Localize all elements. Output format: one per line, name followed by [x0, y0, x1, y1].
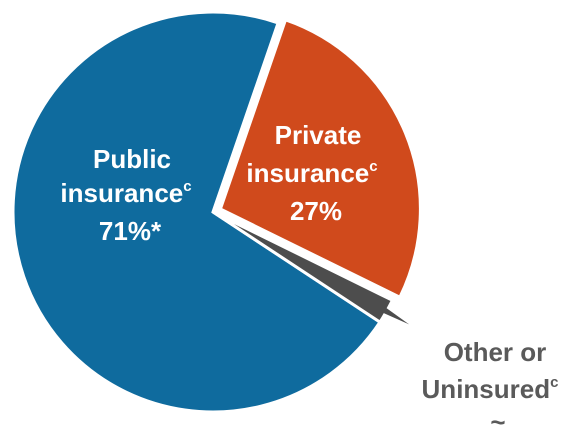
private-label-line2: insurancec	[246, 158, 377, 188]
pie-slices	[11, 10, 422, 414]
pie-slice-public	[11, 10, 383, 414]
other-value-label: ~	[490, 407, 505, 427]
other-label-superscript: c	[550, 374, 558, 391]
private-label-line2-text: insurance	[246, 158, 369, 188]
public-label-superscript: c	[183, 178, 191, 195]
other-label-line2-text: Uninsured	[422, 374, 551, 404]
leader-lines	[381, 306, 410, 325]
public-label-line2-text: insurance	[60, 178, 183, 208]
private-label-superscript: c	[369, 158, 377, 175]
pie-slice-private	[218, 17, 422, 300]
private-label-line1: Private	[275, 120, 362, 150]
other-label-line2: Uninsuredc	[422, 374, 559, 404]
public-label-line2: insurancec	[60, 178, 191, 208]
slice-label-private: Private insurancec 27%	[246, 120, 377, 226]
public-value-label: 71%*	[99, 216, 162, 246]
slice-label-other: Other or Uninsuredc ~	[422, 337, 559, 427]
other-leader-line	[381, 306, 410, 325]
private-value-label: 27%	[290, 196, 342, 226]
other-label-line1: Other or	[444, 337, 547, 367]
slice-label-public: Public insurancec 71%*	[60, 144, 191, 246]
public-label-line1: Public	[93, 144, 171, 174]
